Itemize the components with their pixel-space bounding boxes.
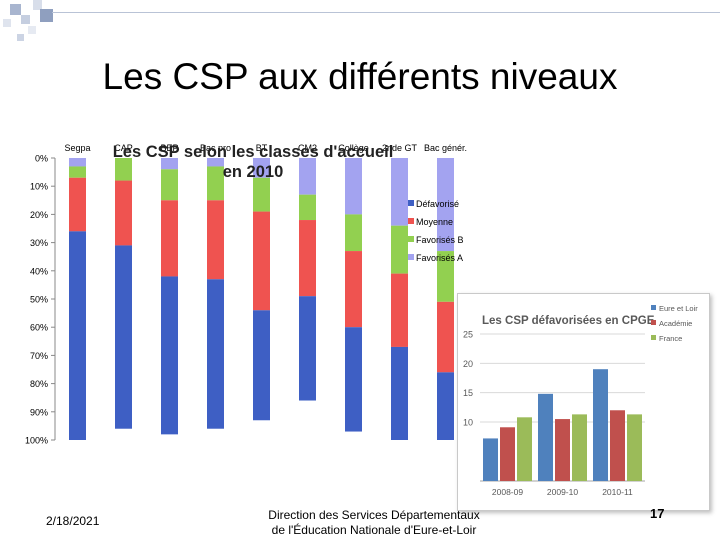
cpge-y-tick-label: 25 — [463, 330, 473, 340]
cpge-bar — [500, 427, 515, 481]
cpge-x-tick-label: 2009-10 — [547, 487, 578, 497]
cpge-legend-label: Eure et Loir — [659, 304, 698, 313]
footer-date: 2/18/2021 — [46, 514, 99, 528]
cpge-x-tick-label: 2008-09 — [492, 487, 523, 497]
cpge-y-tick-label: 20 — [463, 359, 473, 369]
footer-org-line1: Direction des Services Départementaux — [250, 508, 498, 523]
cpge-legend-label: Académie — [659, 319, 692, 328]
cpge-bar — [572, 414, 587, 481]
cpge-bar — [538, 394, 553, 481]
cpge-bar — [555, 419, 570, 481]
cpge-legend-label: France — [659, 334, 682, 343]
cpge-x-tick-label: 2010-11 — [602, 487, 633, 497]
footer-organization: Direction des Services Départementaux de… — [250, 508, 498, 538]
cpge-legend-swatch — [651, 320, 656, 325]
cpge-bar — [610, 410, 625, 481]
cpge-y-tick-label: 10 — [463, 418, 473, 428]
cpge-chart-title: Les CSP défavorisées en CPGE — [482, 315, 655, 327]
cpge-bar — [517, 417, 532, 481]
cpge-y-tick-label: 15 — [463, 388, 473, 398]
cpge-bar — [483, 438, 498, 481]
page-number: 17 — [650, 506, 664, 521]
cpge-bar — [627, 414, 642, 481]
cpge-legend-swatch — [651, 305, 656, 310]
cpge-legend-swatch — [651, 335, 656, 340]
footer-org-line2: de l'Éducation Nationale d'Eure-et-Loir — [250, 523, 498, 538]
cpge-bar — [593, 369, 608, 481]
